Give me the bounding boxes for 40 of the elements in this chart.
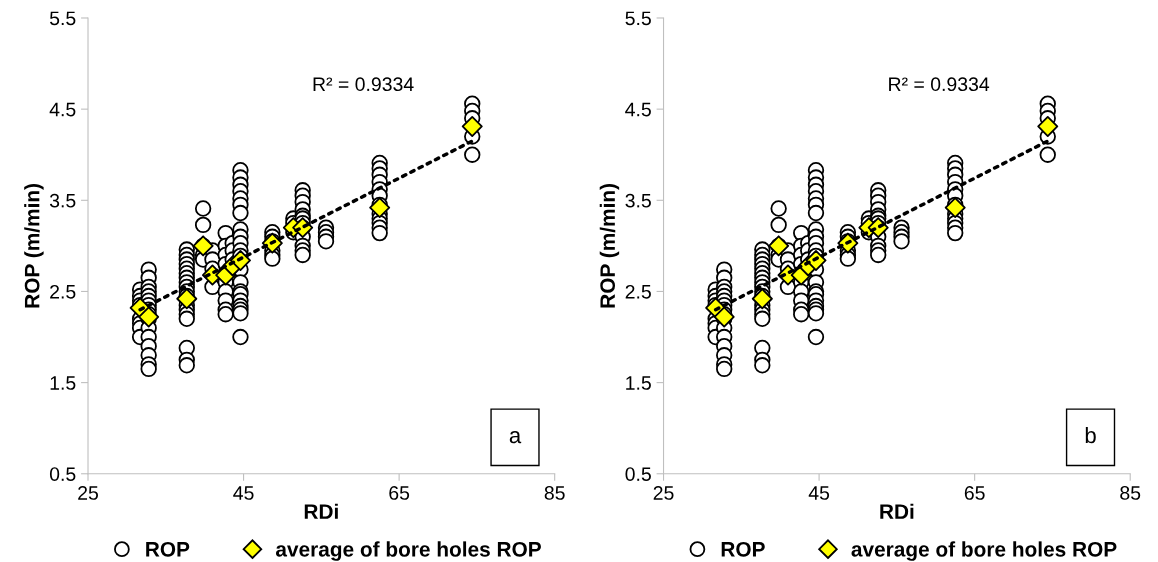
y-tick-label: 1.5 xyxy=(50,376,76,390)
annotation: a xyxy=(509,431,522,444)
x-axis-title: RDi xyxy=(304,503,338,519)
annotation: b xyxy=(1085,426,1096,444)
y-axis-title: ROP (m/min) xyxy=(599,184,620,308)
x-tick-label: 85 xyxy=(1120,486,1141,500)
point xyxy=(369,197,391,219)
x-tick-label: 65 xyxy=(964,486,985,500)
y-tick-label: 2.5 xyxy=(625,284,651,299)
y-tick-label: 5.5 xyxy=(625,11,651,26)
point xyxy=(1037,115,1059,137)
x-tick-label: 45 xyxy=(808,486,830,500)
x-tick-label: 25 xyxy=(78,486,99,500)
y-tick-label: 3.5 xyxy=(49,193,76,208)
point xyxy=(751,288,773,310)
y-tick-label: 0.5 xyxy=(625,467,651,481)
x-axis-title: RDi xyxy=(880,503,914,519)
legend-label: ROP xyxy=(721,541,765,557)
annotation: R² = 0.9334 xyxy=(889,77,990,92)
legend-label: average of bore holes ROP xyxy=(851,541,1117,561)
annotation: R² = 0.9334 xyxy=(313,77,414,92)
y-tick-label: 4.5 xyxy=(625,102,651,117)
point xyxy=(944,197,966,219)
point xyxy=(176,288,198,310)
x-tick-label: 25 xyxy=(653,486,674,500)
y-tick-label: 5.5 xyxy=(49,11,76,26)
point xyxy=(713,306,735,328)
x-tick-label: 85 xyxy=(544,486,565,500)
y-axis-title: ROP (m/min) xyxy=(24,184,44,308)
y-tick-label: 3.5 xyxy=(625,193,651,208)
x-tick-label: 65 xyxy=(389,486,410,500)
y-tick-label: 2.5 xyxy=(50,284,76,299)
y-tick-label: 4.5 xyxy=(49,102,76,117)
y-tick-label: 1.5 xyxy=(626,376,651,390)
x-tick-label: 45 xyxy=(233,486,254,500)
point xyxy=(461,115,483,137)
y-tick-label: 0.5 xyxy=(49,467,76,481)
point xyxy=(138,306,160,328)
legend-label: ROP xyxy=(146,541,190,557)
legend-label: average of bore holes ROP xyxy=(275,541,541,561)
